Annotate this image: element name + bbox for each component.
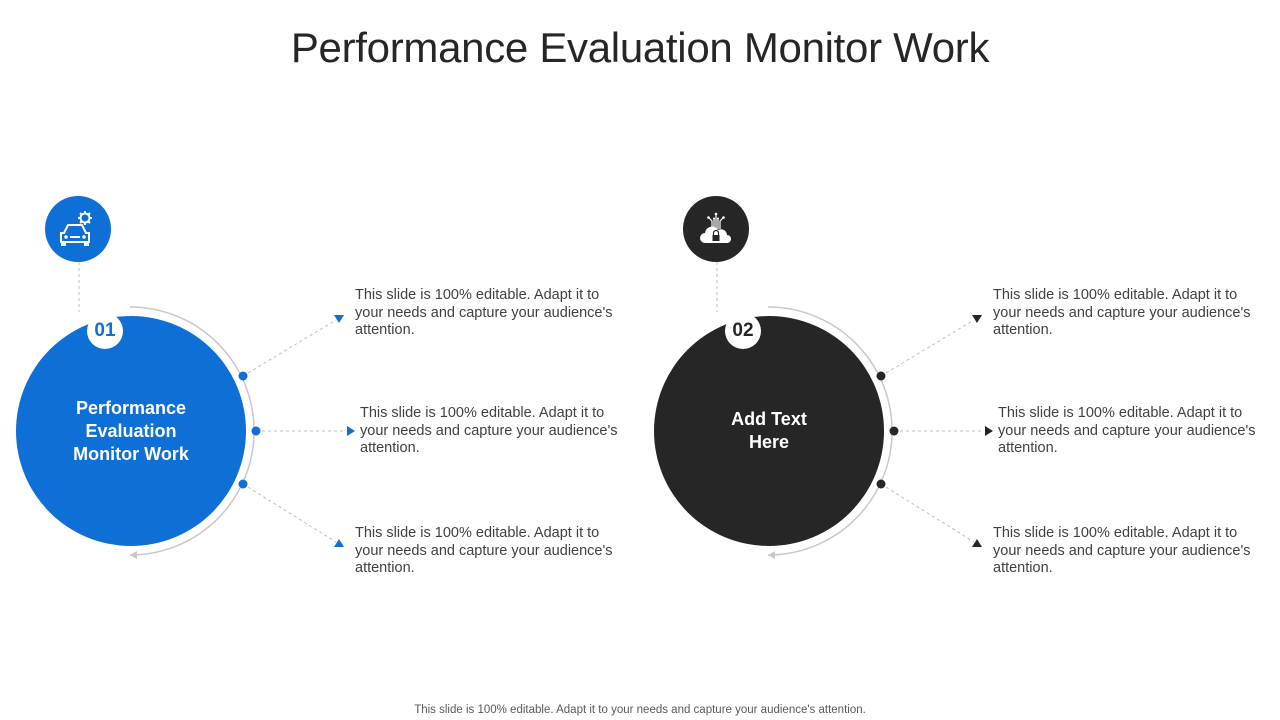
arrow-marker: [985, 426, 993, 436]
connector-dot: [889, 426, 899, 436]
number-badge-text: 01: [94, 320, 116, 341]
number-badge: 02: [725, 313, 761, 349]
connector-lines: [716, 262, 993, 559]
connector-dot: [238, 479, 248, 489]
point-text-2: This slide is 100% editable. Adapt it to…: [998, 405, 1256, 456]
car-gear-icon: [60, 211, 92, 246]
arrow-marker: [347, 426, 355, 436]
connector-dot: [876, 371, 886, 381]
cloud-lock-icon: [700, 212, 731, 243]
icon-circle: [683, 196, 749, 262]
number-badge: 01: [87, 313, 123, 349]
arrow-marker: [972, 315, 982, 323]
arrow-marker: [334, 539, 344, 547]
item-circle: Performance Evaluation Monitor Work: [16, 316, 246, 546]
connector-dot: [238, 371, 248, 381]
item-circle-label: Performance Evaluation Monitor Work: [73, 397, 189, 464]
point-text-1: This slide is 100% editable. Adapt it to…: [355, 287, 613, 338]
item-panel-2: Add Text Here 02 This slide is 100% edit…: [638, 0, 1278, 720]
point-text-3: This slide is 100% editable. Adapt it to…: [993, 525, 1251, 576]
footer-note: This slide is 100% editable. Adapt it to…: [414, 704, 866, 716]
point-text-2: This slide is 100% editable. Adapt it to…: [360, 405, 618, 456]
connector-dot: [251, 426, 261, 436]
connector-lines: [78, 262, 355, 559]
item-panel-1: Performance Evaluation Monitor Work 01 T…: [16, 196, 618, 576]
point-text-3: This slide is 100% editable. Adapt it to…: [355, 525, 613, 576]
point-text-1: This slide is 100% editable. Adapt it to…: [993, 287, 1251, 338]
arrow-marker: [334, 315, 344, 323]
arrow-marker: [972, 539, 982, 547]
number-badge-text: 02: [732, 320, 754, 341]
page-title: Performance Evaluation Monitor Work: [290, 24, 990, 71]
icon-circle: [45, 196, 111, 262]
connector-dot: [876, 479, 886, 489]
item-circle: Add Text Here: [654, 316, 884, 546]
item-circle-label: Add Text Here: [731, 409, 807, 452]
